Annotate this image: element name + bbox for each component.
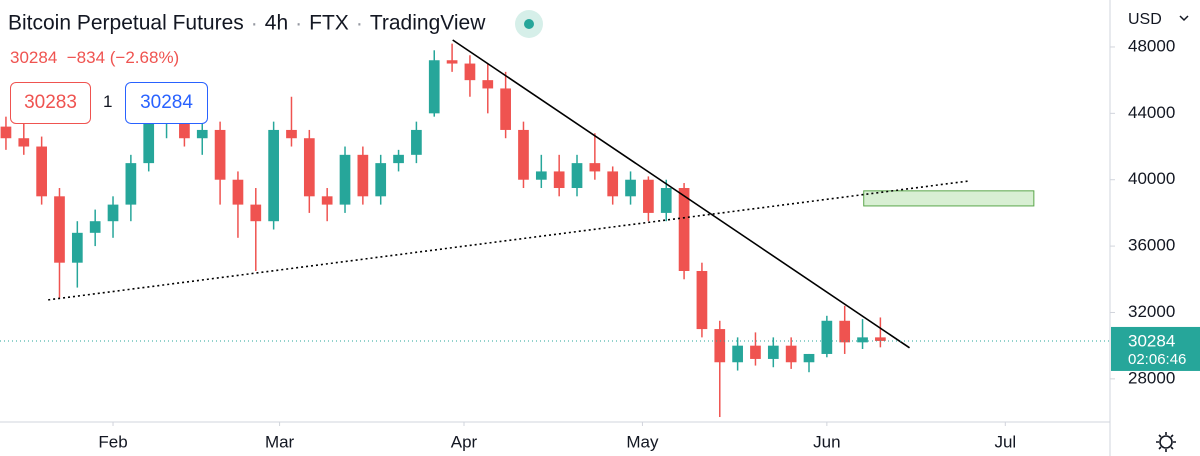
- candle-body: [179, 113, 190, 139]
- x-tick-label: Feb: [98, 432, 127, 451]
- candle-body: [839, 320, 851, 343]
- symbol-title: Bitcoin Perpetual Futures: [8, 11, 244, 35]
- candle-body: [321, 196, 333, 205]
- candle-body: [714, 329, 726, 363]
- settings-icon[interactable]: [1156, 432, 1176, 452]
- candle-body: [286, 129, 297, 139]
- candle-body: [125, 163, 137, 205]
- change-pct: (−2.68%): [109, 48, 180, 67]
- y-tick-label: 32000: [1128, 302, 1175, 321]
- x-tick-label: Mar: [265, 432, 295, 451]
- candle-body: [107, 204, 119, 222]
- candle-body: [36, 146, 47, 197]
- candle-body: [875, 337, 886, 341]
- candle-body: [589, 163, 601, 172]
- candle-body: [643, 179, 654, 213]
- y-tick-label: 36000: [1128, 236, 1175, 255]
- candle-body: [393, 154, 404, 164]
- currency-label[interactable]: USD: [1128, 11, 1162, 28]
- candle-body: [250, 204, 262, 222]
- x-tick-label: Apr: [451, 432, 478, 451]
- sell-button[interactable]: 30283: [10, 82, 91, 124]
- candle-body: [54, 196, 65, 263]
- candle-body: [607, 171, 619, 197]
- candle-body: [482, 80, 494, 89]
- interval[interactable]: 4h: [264, 11, 289, 35]
- candle-body: [375, 163, 387, 197]
- candle-body: [232, 179, 244, 205]
- separator: ·: [250, 11, 258, 35]
- y-tick-label: 44000: [1128, 103, 1175, 122]
- candle-body: [18, 138, 30, 147]
- candle-body: [357, 154, 369, 197]
- exchange: FTX: [309, 11, 349, 35]
- candle-body: [660, 188, 672, 213]
- candle-body: [625, 179, 636, 197]
- candle-body: [464, 63, 476, 81]
- candle-body: [0, 126, 12, 139]
- status-dot: [515, 10, 544, 38]
- candle-body: [196, 129, 208, 139]
- candle-body: [750, 345, 761, 359]
- candle-body: [268, 129, 279, 222]
- candle-body: [696, 270, 708, 330]
- candle-body: [500, 88, 511, 130]
- candle-body: [143, 121, 155, 164]
- candle-body: [821, 320, 833, 354]
- buy-button[interactable]: 30284: [125, 82, 208, 124]
- dropdown-arrow[interactable]: [1179, 15, 1189, 22]
- candle-body: [767, 345, 779, 359]
- candle-body: [857, 337, 868, 343]
- candle-body: [678, 188, 690, 271]
- candle-body: [553, 171, 565, 189]
- candle-body: [303, 138, 315, 197]
- candle-body: [428, 60, 440, 114]
- candle-body: [339, 154, 351, 205]
- separator: ·: [355, 11, 363, 35]
- last-price: 30284: [10, 48, 58, 67]
- candle-body: [803, 353, 815, 363]
- candle-body: [214, 129, 226, 180]
- candle-body: [535, 171, 547, 180]
- change: −834: [66, 48, 106, 67]
- price-line: 30284 −834 (−2.68%): [10, 48, 179, 68]
- last-price-tag: [1111, 326, 1200, 371]
- separator: ·: [295, 11, 303, 35]
- countdown: 02:06:46: [1128, 351, 1186, 368]
- last-price-label: 30284: [1128, 331, 1175, 350]
- candle-body: [89, 221, 101, 233]
- trend-line: [452, 39, 910, 349]
- candle-body: [71, 232, 83, 263]
- zone: [863, 190, 1035, 207]
- candle-body: [732, 345, 743, 363]
- x-tick-label: Jul: [994, 432, 1016, 451]
- source: TradingView: [369, 11, 486, 35]
- header-line: Bitcoin Perpetual Futures · 4h · FTX · Trading…: [8, 10, 544, 38]
- y-tick-label: 28000: [1128, 368, 1175, 387]
- candle-body: [518, 129, 529, 180]
- y-tick-label: 48000: [1128, 36, 1175, 55]
- candle-body: [785, 345, 797, 363]
- spread: 1: [103, 92, 113, 111]
- candle-body: [571, 163, 583, 189]
- x-tick-label: May: [626, 432, 659, 451]
- candle-body: [411, 129, 422, 155]
- candle-body: [446, 60, 458, 64]
- y-tick-label: 40000: [1128, 169, 1175, 188]
- x-tick-label: Jun: [813, 432, 840, 451]
